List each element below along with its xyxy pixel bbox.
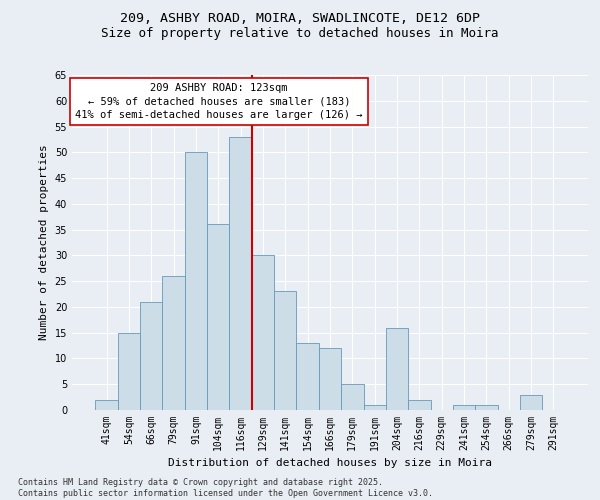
Bar xyxy=(252,256,274,410)
Bar xyxy=(364,405,386,410)
Bar xyxy=(475,405,497,410)
Bar xyxy=(95,400,118,410)
Bar xyxy=(163,276,185,410)
Bar xyxy=(118,332,140,410)
Bar xyxy=(341,384,364,410)
Text: Contains HM Land Registry data © Crown copyright and database right 2025.
Contai: Contains HM Land Registry data © Crown c… xyxy=(18,478,433,498)
Bar xyxy=(319,348,341,410)
Text: 209, ASHBY ROAD, MOIRA, SWADLINCOTE, DE12 6DP: 209, ASHBY ROAD, MOIRA, SWADLINCOTE, DE1… xyxy=(120,12,480,26)
Bar xyxy=(140,302,163,410)
Text: 209 ASHBY ROAD: 123sqm
← 59% of detached houses are smaller (183)
41% of semi-de: 209 ASHBY ROAD: 123sqm ← 59% of detached… xyxy=(76,84,363,120)
X-axis label: Distribution of detached houses by size in Moira: Distribution of detached houses by size … xyxy=(168,458,492,468)
Bar xyxy=(229,137,252,410)
Text: Size of property relative to detached houses in Moira: Size of property relative to detached ho… xyxy=(101,28,499,40)
Bar xyxy=(296,343,319,410)
Bar xyxy=(185,152,207,410)
Bar xyxy=(453,405,475,410)
Bar xyxy=(386,328,408,410)
Y-axis label: Number of detached properties: Number of detached properties xyxy=(39,144,49,340)
Bar xyxy=(207,224,229,410)
Bar xyxy=(520,394,542,410)
Bar xyxy=(408,400,431,410)
Bar xyxy=(274,292,296,410)
